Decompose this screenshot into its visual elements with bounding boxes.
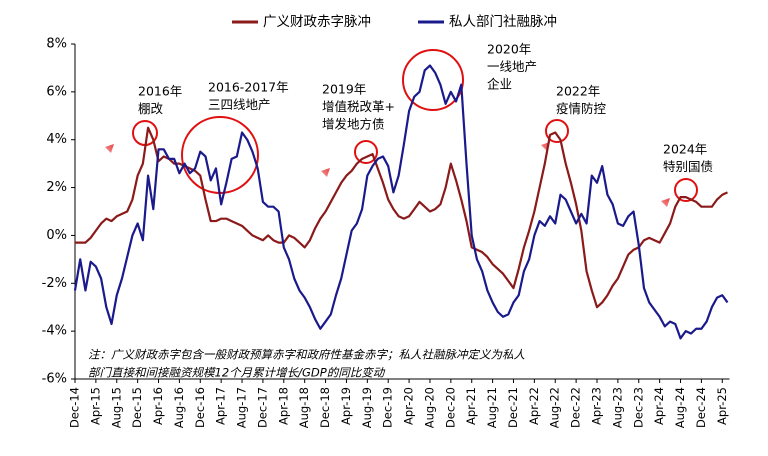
x-tick-label: Dec-19 — [381, 387, 395, 428]
y-tick-label: 6% — [46, 84, 67, 99]
highlight-circle — [545, 119, 569, 143]
note: 注：广义财政赤字包含一般财政预算赤字和政府性基金赤字；私人社融脉冲定义为私人 — [88, 348, 525, 362]
arrow — [100, 144, 114, 158]
x-tick-label: Apr-22 — [527, 387, 541, 425]
annotation: 三四线地产 — [208, 97, 271, 112]
annotation: 2020年 — [487, 42, 531, 57]
x-tick-label: Aug-24 — [673, 387, 687, 428]
annotation: 2019年 — [322, 82, 366, 97]
annotation: 2022年 — [556, 84, 600, 99]
annotation: 增发地方债 — [322, 117, 385, 132]
annotation: 特别国债 — [663, 159, 713, 174]
x-tick-label: Apr-24 — [652, 387, 666, 425]
y-tick-label: -2% — [42, 276, 67, 291]
x-tick-label: Aug-18 — [297, 387, 311, 428]
x-tick-label: Dec-18 — [318, 387, 332, 428]
x-tick-label: Apr-23 — [590, 387, 604, 425]
annotation: 增值税改革+ — [322, 99, 395, 114]
y-tick-label: 8% — [46, 37, 67, 52]
x-tick-label: Dec-20 — [443, 387, 457, 428]
x-tick-label: Dec-16 — [193, 387, 207, 428]
x-tick-label: Apr-15 — [88, 387, 102, 425]
y-tick-label: -4% — [42, 324, 67, 339]
x-tick-label: Dec-21 — [506, 387, 520, 428]
x-tick-label: Apr-25 — [715, 387, 729, 425]
annotation: 2016年 — [138, 84, 182, 99]
annotation: 疫情防控 — [556, 101, 607, 116]
series-line — [73, 64, 729, 340]
note: 部门直接和间接融资规模12个月累计增长/GDP的同比变动 — [88, 366, 386, 380]
legend-label: 广义财政赤字脉冲 — [263, 14, 371, 30]
x-tick-label: Aug-20 — [422, 387, 436, 428]
x-tick-label: Aug-15 — [109, 387, 123, 428]
x-tick-label: Dec-22 — [569, 387, 583, 428]
annotation: 棚改 — [138, 101, 164, 116]
x-tick-label: Apr-19 — [339, 387, 353, 425]
x-tick-label: Dec-17 — [255, 387, 269, 428]
x-tick-label: Apr-20 — [402, 387, 416, 425]
arrow — [316, 168, 330, 182]
x-tick-label: Apr-21 — [464, 387, 478, 425]
y-tick-label: 0% — [46, 228, 67, 243]
highlight-circle — [402, 49, 464, 111]
y-tick-label: 4% — [46, 132, 67, 147]
x-tick-label: Dec-15 — [130, 387, 144, 428]
y-tick-label: -6% — [42, 372, 67, 387]
x-tick-label: Aug-23 — [610, 387, 624, 428]
arrow — [656, 198, 670, 212]
annotation: 2024年 — [663, 142, 707, 157]
x-tick-label: Dec-24 — [694, 387, 708, 428]
arrow — [536, 142, 550, 156]
x-tick-label: Apr-18 — [276, 387, 290, 425]
x-tick-label: Aug-16 — [172, 387, 186, 428]
highlight-circle — [674, 178, 698, 202]
legend-label: 私人部门社融脉冲 — [449, 14, 557, 30]
annotation: 2016-2017年 — [208, 80, 289, 95]
x-tick-label: Apr-17 — [214, 387, 228, 425]
x-tick-label: Dec-14 — [68, 387, 82, 428]
highlight-circle — [354, 140, 378, 164]
y-tick-label: 2% — [46, 180, 67, 195]
arrows — [100, 142, 670, 212]
x-tick-label: Aug-22 — [548, 387, 562, 428]
annotation: 一线地产 — [487, 59, 537, 74]
x-tick-label: Aug-17 — [235, 387, 249, 428]
x-tick-label: Apr-16 — [151, 387, 165, 425]
x-tick-label: Aug-21 — [485, 387, 499, 428]
x-tick-label: Dec-23 — [631, 387, 645, 428]
highlight-circle — [181, 116, 259, 194]
annotation: 企业 — [487, 77, 512, 92]
x-tick-label: Aug-19 — [360, 387, 374, 428]
